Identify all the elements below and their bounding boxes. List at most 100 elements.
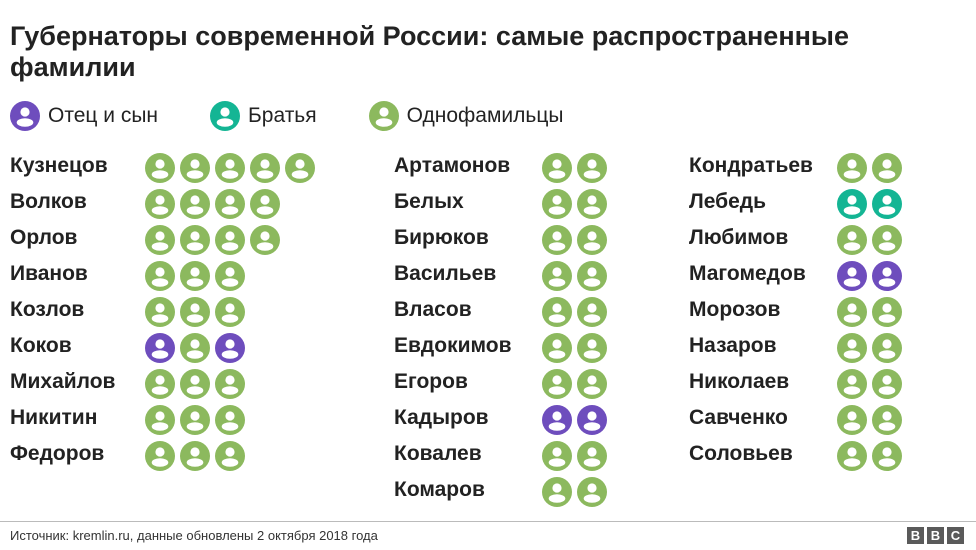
person-head [190, 231, 200, 241]
person-body [878, 170, 896, 179]
governor-icons [542, 153, 612, 183]
person-head [190, 411, 200, 421]
governor-icons [145, 261, 250, 291]
person-head [155, 339, 165, 349]
surname-label: Магомедов [689, 262, 806, 285]
legend-label: Братья [248, 104, 317, 127]
governor-person-icon [837, 369, 867, 399]
person-head [587, 375, 597, 385]
person-body [151, 242, 169, 251]
person-body [221, 242, 239, 251]
governor-person-icon [180, 153, 210, 183]
person-head [847, 447, 857, 457]
person-body [375, 118, 392, 127]
person-body [221, 206, 239, 215]
person-body [583, 242, 601, 251]
person-body [843, 242, 861, 251]
surname-label: Егоров [394, 370, 468, 393]
governor-person-icon [215, 369, 245, 399]
governor-person-icon [837, 333, 867, 363]
person-head [882, 159, 892, 169]
person-head [552, 483, 562, 493]
person-body [216, 118, 234, 127]
person-body [221, 350, 239, 359]
governor-person-icon [145, 405, 175, 435]
person-head [882, 411, 892, 421]
person-head [155, 267, 165, 277]
governor-person-icon [215, 297, 245, 327]
governor-icons [145, 369, 250, 399]
governor-icons [542, 369, 612, 399]
legend-item-brothers: Братья [210, 101, 317, 131]
governor-person-icon [180, 369, 210, 399]
person-head [552, 231, 562, 241]
person-head [155, 159, 165, 169]
person-head [155, 231, 165, 241]
governor-person-icon [215, 441, 245, 471]
surname-label: Ковалев [394, 442, 482, 465]
governor-person-icon [837, 297, 867, 327]
person-head [882, 195, 892, 205]
person-body [548, 350, 566, 359]
person-head [225, 231, 235, 241]
governor-person-icon [577, 153, 607, 183]
governor-icons [837, 441, 907, 471]
surname-label: Соловьев [689, 442, 793, 465]
governor-person-icon [180, 189, 210, 219]
person-body [186, 314, 204, 323]
person-body [151, 206, 169, 215]
governor-person-icon [145, 441, 175, 471]
legend-item-namesakes: Однофамильцы [368, 101, 564, 131]
person-body [843, 170, 861, 179]
person-body [548, 494, 566, 503]
governor-person-icon [215, 153, 245, 183]
person-head [587, 483, 597, 493]
person-body [843, 278, 861, 287]
person-body [256, 206, 274, 215]
chart-title: Губернаторы современной России: самые ра… [10, 21, 850, 82]
governor-person-icon [872, 297, 902, 327]
governor-icons [542, 441, 612, 471]
governor-person-icon [542, 369, 572, 399]
person-head [552, 411, 562, 421]
person-body [843, 206, 861, 215]
governor-person-icon [837, 189, 867, 219]
person-head [190, 447, 200, 457]
surname-label: Евдокимов [394, 334, 512, 357]
governor-icons [145, 153, 320, 183]
person-head [882, 375, 892, 385]
person-body [878, 206, 896, 215]
person-body [583, 386, 601, 395]
person-body [221, 314, 239, 323]
person-head [155, 447, 165, 457]
surname-label: Белых [394, 190, 464, 213]
person-body [843, 350, 861, 359]
person-head [552, 447, 562, 457]
governor-icons [837, 297, 907, 327]
person-body [221, 458, 239, 467]
governor-person-icon [145, 297, 175, 327]
person-head [847, 303, 857, 313]
person-body [548, 314, 566, 323]
person-body [256, 170, 274, 179]
surname-label: Бирюков [394, 226, 489, 249]
legend-label: Отец и сын [48, 104, 159, 127]
governor-person-icon [872, 261, 902, 291]
surname-label: Любимов [689, 226, 789, 249]
person-body [151, 314, 169, 323]
person-body [186, 206, 204, 215]
governor-icons [145, 405, 250, 435]
legend-label: Однофамильцы [406, 104, 564, 127]
governor-icons [837, 225, 907, 255]
governor-person-icon [837, 225, 867, 255]
person-body [878, 422, 896, 431]
person-body [548, 278, 566, 287]
governor-person-icon [872, 369, 902, 399]
person-body [221, 170, 239, 179]
governor-person-icon [577, 297, 607, 327]
person-body [843, 458, 861, 467]
person-head [225, 339, 235, 349]
surname-label: Николаев [689, 370, 790, 393]
governor-person-icon [577, 189, 607, 219]
governor-person-icon [145, 369, 175, 399]
